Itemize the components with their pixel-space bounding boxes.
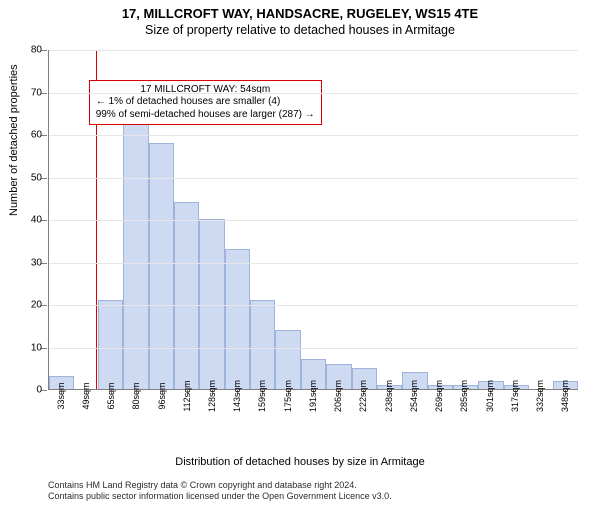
y-tick-label: 70: [31, 87, 42, 98]
chart-area: 17 MILLCROFT WAY: 54sqm← 1% of detached …: [48, 50, 578, 420]
x-tick-label: 285sqm: [459, 380, 469, 412]
x-tick-label: 65sqm: [106, 382, 116, 409]
x-tick-wrap: 238sqm: [376, 390, 401, 420]
x-tick-label: 143sqm: [232, 380, 242, 412]
x-tick-wrap: 143sqm: [225, 390, 250, 420]
gridline: [49, 178, 578, 179]
y-tick-label: 20: [31, 300, 42, 311]
x-tick-label: 80sqm: [131, 382, 141, 409]
x-tick-label: 269sqm: [434, 380, 444, 412]
y-tick-label: 40: [31, 215, 42, 226]
x-tick-label: 206sqm: [333, 380, 343, 412]
y-tick-label: 0: [36, 385, 42, 396]
x-tick-wrap: 112sqm: [174, 390, 199, 420]
x-axis-title: Distribution of detached houses by size …: [0, 456, 600, 468]
x-tick-wrap: 65sqm: [98, 390, 123, 420]
gridline: [49, 93, 578, 94]
y-tick-label: 10: [31, 342, 42, 353]
histogram-bar: [174, 202, 199, 389]
x-tick-wrap: 301sqm: [477, 390, 502, 420]
annotation-line: ← 1% of detached houses are smaller (4): [96, 96, 315, 109]
y-tick-label: 30: [31, 257, 42, 268]
x-tick-label: 175sqm: [283, 380, 293, 412]
x-tick-labels: 33sqm49sqm65sqm80sqm96sqm112sqm128sqm143…: [48, 390, 578, 420]
x-tick-wrap: 191sqm: [300, 390, 325, 420]
gridline: [49, 305, 578, 306]
annotation-line: 99% of semi-detached houses are larger (…: [96, 109, 315, 122]
x-tick-label: 96sqm: [157, 382, 167, 409]
y-axis-title: Number of detached properties: [8, 64, 20, 216]
histogram-bar: [225, 249, 250, 389]
x-tick-label: 112sqm: [182, 380, 192, 411]
x-tick-wrap: 128sqm: [199, 390, 224, 420]
x-tick-wrap: 317sqm: [502, 390, 527, 420]
x-tick-wrap: 285sqm: [452, 390, 477, 420]
gridline: [49, 348, 578, 349]
y-tick-label: 80: [31, 45, 42, 56]
x-tick-wrap: 33sqm: [48, 390, 73, 420]
page-subtitle: Size of property relative to detached ho…: [0, 23, 600, 37]
histogram-bar: [98, 300, 123, 389]
x-tick-label: 159sqm: [257, 380, 267, 412]
histogram-bar: [149, 143, 174, 390]
x-tick-wrap: 96sqm: [149, 390, 174, 420]
x-tick-label: 49sqm: [81, 382, 91, 409]
x-tick-label: 254sqm: [409, 380, 419, 412]
footer-line2: Contains public sector information licen…: [48, 491, 392, 502]
x-tick-wrap: 80sqm: [124, 390, 149, 420]
x-tick-label: 128sqm: [207, 380, 217, 412]
x-tick-label: 348sqm: [560, 380, 570, 412]
x-tick-wrap: 159sqm: [250, 390, 275, 420]
gridline: [49, 135, 578, 136]
annotation-box: 17 MILLCROFT WAY: 54sqm← 1% of detached …: [89, 80, 322, 126]
y-tick-label: 60: [31, 130, 42, 141]
x-tick-wrap: 49sqm: [73, 390, 98, 420]
x-tick-label: 301sqm: [485, 380, 495, 412]
x-tick-label: 191sqm: [308, 380, 318, 412]
histogram-bar: [250, 300, 275, 389]
x-tick-wrap: 269sqm: [427, 390, 452, 420]
y-tick-label: 50: [31, 172, 42, 183]
x-tick-label: 33sqm: [56, 382, 66, 409]
gridline: [49, 263, 578, 264]
footer-attribution: Contains HM Land Registry data © Crown c…: [48, 480, 392, 502]
footer-line1: Contains HM Land Registry data © Crown c…: [48, 480, 392, 491]
plot-region: 17 MILLCROFT WAY: 54sqm← 1% of detached …: [48, 50, 578, 390]
x-tick-wrap: 254sqm: [401, 390, 426, 420]
x-tick-wrap: 332sqm: [527, 390, 552, 420]
annotation-line: 17 MILLCROFT WAY: 54sqm: [96, 84, 315, 97]
x-tick-wrap: 348sqm: [553, 390, 578, 420]
x-tick-label: 317sqm: [510, 380, 520, 412]
x-tick-wrap: 222sqm: [351, 390, 376, 420]
x-tick-wrap: 175sqm: [275, 390, 300, 420]
page-title-address: 17, MILLCROFT WAY, HANDSACRE, RUGELEY, W…: [0, 6, 600, 21]
histogram-bar: [199, 219, 224, 389]
x-tick-label: 222sqm: [358, 380, 368, 412]
x-tick-wrap: 206sqm: [326, 390, 351, 420]
gridline: [49, 50, 578, 51]
x-tick-label: 238sqm: [384, 380, 394, 412]
x-tick-label: 332sqm: [535, 380, 545, 412]
gridline: [49, 220, 578, 221]
